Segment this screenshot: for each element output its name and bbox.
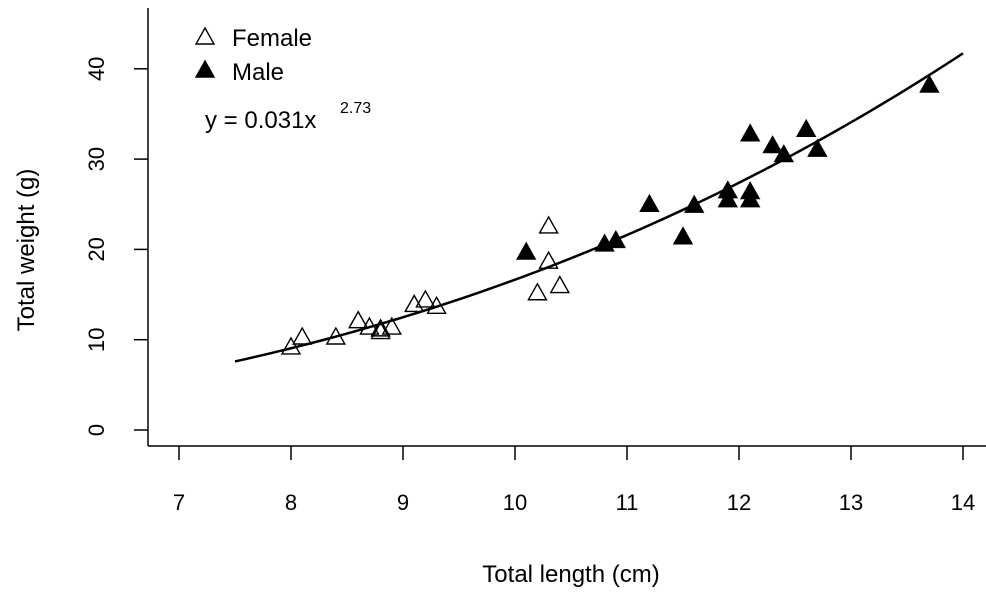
male-point: [605, 229, 626, 249]
male-point: [740, 123, 761, 142]
female-point: [280, 336, 302, 355]
y-tick-label: 40: [84, 57, 109, 81]
female-point: [359, 316, 380, 335]
male-point: [717, 189, 738, 208]
female-point: [415, 289, 436, 308]
x-tick-label: 14: [951, 490, 975, 515]
female-point: [381, 316, 402, 335]
male-point: [740, 189, 761, 208]
legend-female-marker: [194, 26, 216, 45]
male-point: [807, 138, 828, 157]
fit-equation-exponent: 2.73: [340, 100, 371, 117]
fit-equation-text: y = 0.031x: [205, 107, 316, 134]
male-point: [684, 194, 705, 213]
legend-female-label: Female: [232, 25, 312, 52]
y-tick-label: 0: [84, 424, 109, 436]
male-point: [773, 144, 794, 163]
x-tick-label: 10: [503, 490, 527, 515]
y-tick-label: 20: [84, 237, 109, 261]
female-point: [404, 294, 425, 313]
legend: Female Male: [194, 25, 312, 86]
female-point: [549, 275, 570, 294]
y-tick-label: 10: [84, 327, 109, 351]
fit-equation: y = 0.031x 2.73: [205, 100, 371, 134]
x-tick-label: 12: [727, 490, 751, 515]
legend-male-marker: [194, 59, 216, 78]
x-tick-label: 7: [173, 490, 185, 515]
x-tick-label: 9: [397, 490, 409, 515]
male-point: [919, 74, 940, 93]
male-point: [672, 226, 694, 245]
x-tick-label: 8: [285, 490, 297, 515]
y-axis-title: Total weight (g): [13, 169, 40, 332]
data-points: [280, 74, 940, 355]
male-point: [516, 241, 537, 260]
female-point: [325, 326, 346, 345]
male-point: [762, 135, 783, 154]
female-point: [527, 282, 548, 301]
y-axis-ticks: 0 10 20 30 40: [84, 57, 148, 436]
legend-male-label: Male: [232, 59, 284, 86]
female-point: [292, 326, 313, 345]
female-point: [370, 318, 391, 337]
x-axis-title: Total length (cm): [482, 561, 659, 588]
x-tick-label: 11: [616, 490, 639, 515]
x-tick-label: 13: [839, 490, 863, 515]
female-point: [538, 215, 559, 234]
plot-frame: [147, 8, 986, 447]
female-point: [538, 250, 559, 269]
female-point: [348, 310, 369, 329]
x-axis-ticks: 7 8 9 10 11 12 13 14: [173, 446, 975, 515]
male-point: [639, 193, 660, 212]
female-point: [426, 295, 447, 314]
y-tick-label: 30: [84, 147, 109, 171]
male-point: [796, 118, 817, 138]
